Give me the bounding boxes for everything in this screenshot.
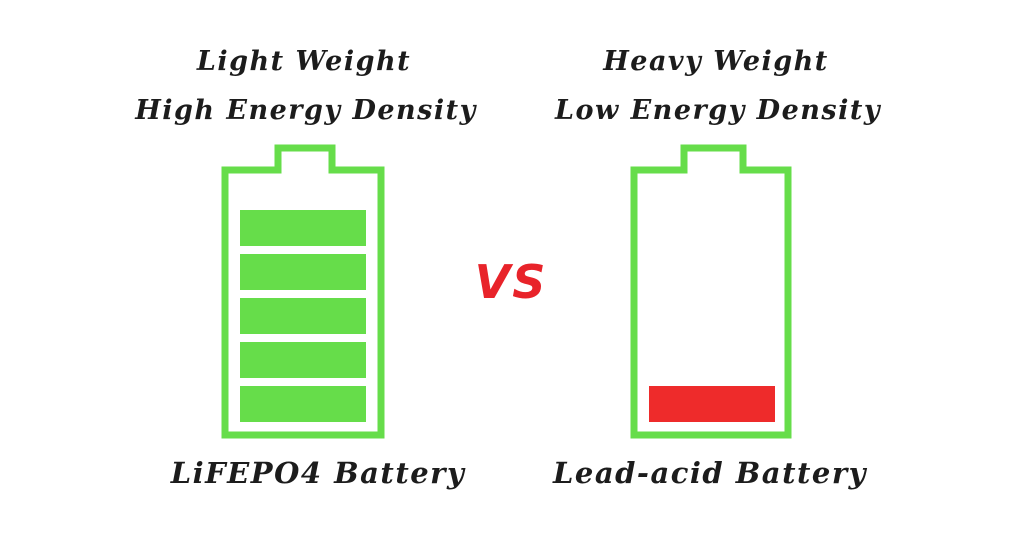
left-weight-caption: Light Weight (196, 46, 412, 77)
charge-bar (240, 386, 366, 422)
battery-low-icon (630, 144, 792, 439)
right-battery-name: Lead-acid Battery (553, 456, 867, 490)
right-density-caption: Low Energy Density (554, 95, 882, 126)
battery-outline (221, 144, 385, 439)
charge-bar (240, 298, 366, 334)
charge-bar (240, 342, 366, 378)
left-density-caption: High Energy Density (135, 95, 477, 126)
battery-outline (630, 144, 792, 439)
left-battery-name: LiFEPO4 Battery (170, 456, 466, 490)
right-weight-caption: Heavy Weight (603, 46, 829, 77)
charge-bar (240, 210, 366, 246)
vs-label: VS (474, 255, 548, 309)
low-charge-bar (649, 386, 775, 422)
charge-bar (240, 254, 366, 290)
battery-full-icon (221, 144, 385, 439)
